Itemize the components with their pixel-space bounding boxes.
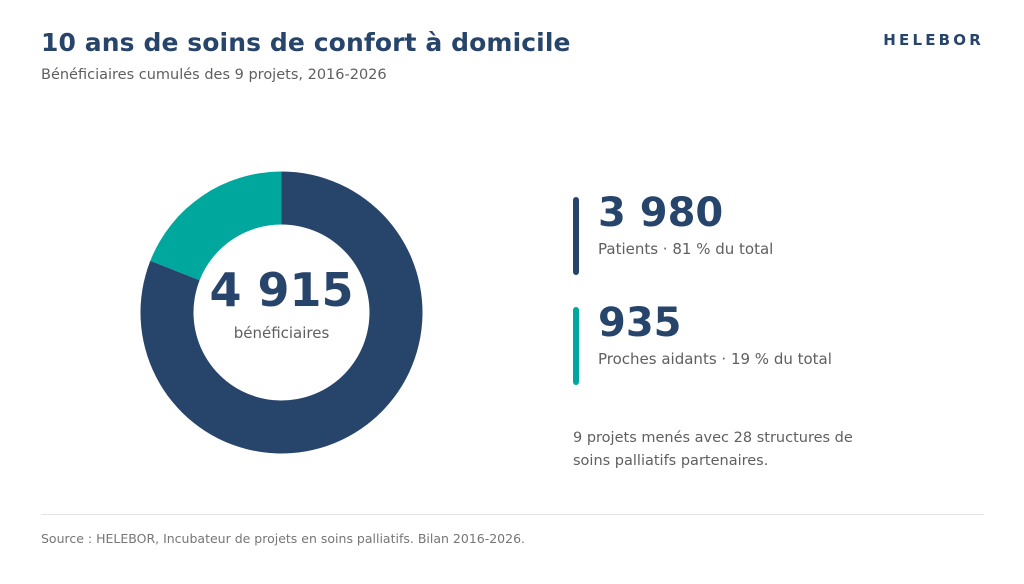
stat-proches-aidants-label: Proches aidants · 19 % du total [598,350,832,368]
donut-total-value: 4 915 [209,263,354,317]
donut-total-label: bénéficiaires [233,324,330,342]
page-subtitle: Bénéficiaires cumulés des 9 projets, 201… [41,67,387,83]
partners-note: 9 projets menés avec 28 structures de so… [573,430,853,469]
stat-proches-aidants-color-bar [573,307,579,385]
footer-divider [41,514,984,515]
page-title: 10 ans de soins de confort à domicile [41,28,571,57]
donut-chart [140,171,423,454]
stat-patients-label: Patients · 81 % du total [598,240,774,258]
stat-proches-aidants-value: 935 [598,300,682,346]
source-note: Source : HELEBOR, Incubateur de projets … [41,531,526,546]
stat-patients-value: 3 980 [598,190,724,236]
donut-slice-patients [140,171,423,454]
donut-slice-proches-aidants [150,171,282,281]
brand-logo: HELEBOR [883,31,984,49]
donut-svg [140,171,423,454]
stat-patients-color-bar [573,197,579,275]
stat-proches-aidants: 935 Proches aidants · 19 % du total [573,300,973,387]
stat-patients: 3 980 Patients · 81 % du total [573,190,973,277]
